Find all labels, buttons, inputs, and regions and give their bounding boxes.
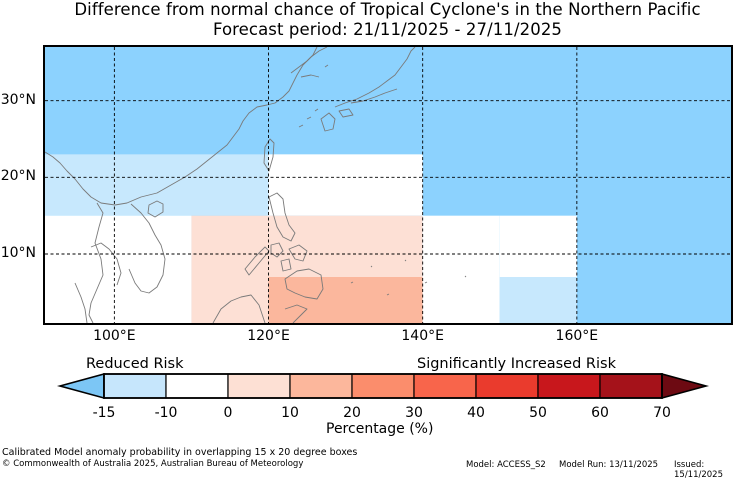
coastline-indochina xyxy=(88,202,104,323)
colorbar-bins xyxy=(103,373,663,399)
colorbar-bin-2 xyxy=(227,373,291,399)
coastline-palawan xyxy=(244,246,270,276)
map-canvas xyxy=(45,47,731,323)
coastline-china xyxy=(45,47,328,206)
colorbar-bin-8 xyxy=(599,373,663,399)
lat-label-20: 20°N xyxy=(0,168,36,185)
colorbar-under-arrow xyxy=(56,373,105,400)
coastline-mindoro xyxy=(270,242,284,258)
colorbar-bin-3 xyxy=(289,373,353,399)
coastline-hainan xyxy=(147,200,164,218)
coastline-kyushu xyxy=(320,112,336,132)
coastlines xyxy=(45,47,467,323)
probability-regions xyxy=(45,47,731,323)
footer-model: Model: ACCESS_S2 xyxy=(466,460,546,470)
coastline-shikoku xyxy=(338,108,354,118)
increased-risk-label: Significantly Increased Risk xyxy=(417,356,616,372)
coastline-taiwan xyxy=(263,138,275,172)
region-6 xyxy=(422,215,500,323)
colorbar-bin-4 xyxy=(351,373,415,399)
region-1 xyxy=(45,154,269,216)
map-panel xyxy=(43,45,733,325)
colorbar-tick-1: -10 xyxy=(154,405,178,421)
coastline-mindanao xyxy=(284,268,324,300)
coastline-borneo xyxy=(212,294,266,323)
colorbar-tick-0: -15 xyxy=(92,405,116,421)
colorbar-outline xyxy=(103,373,663,399)
colorbar-axis-label: Percentage (%) xyxy=(326,421,434,437)
colorbar-bin-6 xyxy=(475,373,539,399)
coastline-malay xyxy=(74,282,88,323)
coastline-korea xyxy=(290,47,320,78)
coastline-pacific-islets xyxy=(350,259,467,296)
colorbar-over-arrow xyxy=(661,373,710,400)
region-7 xyxy=(499,215,577,277)
colorbar xyxy=(56,373,710,400)
colorbar-bin-0 xyxy=(103,373,167,399)
region-2 xyxy=(268,154,423,216)
reduced-risk-label: Reduced Risk xyxy=(86,356,184,372)
colorbar-tick-4: 20 xyxy=(343,405,361,421)
lat-label-10: 10°N xyxy=(0,245,36,261)
region-8 xyxy=(499,277,577,323)
coastline-vietnam xyxy=(128,203,166,294)
colorbar-tick-5: 30 xyxy=(405,405,423,421)
colorbar-tick-2: 0 xyxy=(223,405,233,421)
footer-issued: Issued: 15/11/2025 xyxy=(674,460,723,480)
colorbar-bin-7 xyxy=(537,373,601,399)
colorbar-bin-5 xyxy=(413,373,477,399)
colorbar-bin-1 xyxy=(165,373,229,399)
coastline-visayas xyxy=(280,244,308,272)
lat-label-30: 30°N xyxy=(0,91,36,108)
lon-label-120: 120°E xyxy=(247,328,290,344)
forecast-period: Forecast period: 21/11/2025 - 27/11/2025 xyxy=(212,20,563,39)
colorbar-tick-8: 60 xyxy=(591,405,609,421)
colorbar-tick-6: 40 xyxy=(467,405,485,421)
graticule xyxy=(45,47,731,323)
lon-label-160: 160°E xyxy=(555,328,599,344)
colorbar-tick-7: 50 xyxy=(529,405,547,421)
region-5 xyxy=(268,277,423,323)
footer-model-run: Model Run: 13/11/2025 xyxy=(559,460,659,470)
lon-label-140: 140°E xyxy=(401,328,444,344)
coastline-luzon xyxy=(268,192,296,242)
coastline-ryukyu xyxy=(298,64,329,128)
coastline-sulawesi xyxy=(284,304,308,323)
map-title: Difference from normal chance of Tropica… xyxy=(74,0,701,19)
colorbar-tick-3: 10 xyxy=(281,405,299,421)
footer-note: Calibrated Model anomaly probability in … xyxy=(2,447,358,458)
region-3 xyxy=(45,215,192,323)
lon-label-100: 100°E xyxy=(93,328,136,344)
colorbar-tick-9: 70 xyxy=(653,405,671,421)
footer-copyright: © Commonwealth of Australia 2025, Austra… xyxy=(2,459,304,469)
